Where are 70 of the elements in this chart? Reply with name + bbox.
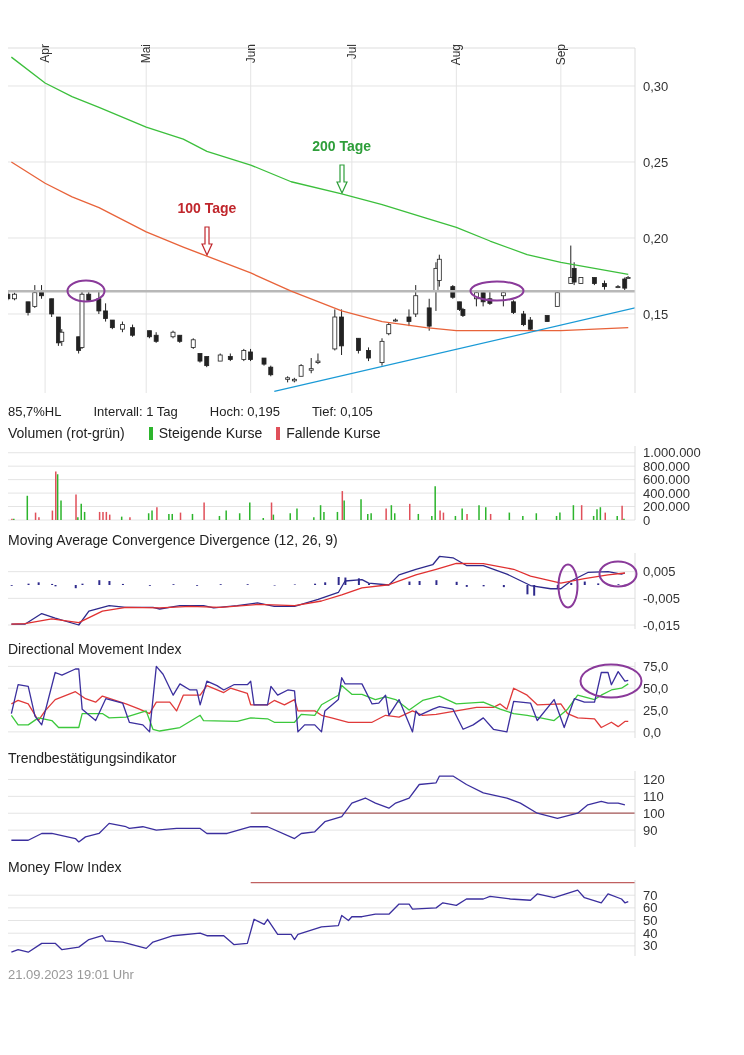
- text: 85,7%HL: [8, 404, 62, 419]
- x-tick-label: Mai: [139, 44, 154, 64]
- y-tick-label: 800.000: [643, 458, 690, 474]
- text: Hoch: 0,195: [209, 404, 280, 419]
- bar: [337, 577, 340, 585]
- text: Intervall: 1 Tag: [93, 404, 178, 419]
- candlestick: [568, 245, 574, 285]
- chart-title: Money Flow Index: [8, 858, 123, 877]
- y-tick-label: 1.000.000: [643, 445, 701, 461]
- y-tick-label: 400.000: [643, 485, 690, 501]
- y-tick-label: 120: [643, 772, 665, 788]
- y-tick-label: 25,0: [643, 702, 669, 718]
- line-series: [10, 775, 626, 843]
- bar: [502, 585, 505, 588]
- candlestick: [315, 352, 321, 365]
- bar: [98, 580, 101, 585]
- bar: [108, 581, 111, 585]
- line-series: [10, 889, 629, 953]
- y-tick-label: -0,015: [643, 617, 680, 633]
- y-tick-label: 0,0: [643, 724, 662, 740]
- candlestick: [426, 298, 432, 332]
- x-tick-label: Sep: [553, 43, 568, 66]
- y-tick-label: -0,005: [643, 590, 680, 606]
- bar: [324, 582, 327, 585]
- chart-title: Moving Average Convergence Divergence (12, 26, 9): [8, 531, 339, 550]
- line-series: [10, 665, 629, 733]
- line-series: [10, 161, 629, 332]
- bar: [526, 585, 529, 595]
- y-tick-label: 70: [643, 887, 658, 903]
- y-tick-label: 60: [643, 900, 658, 916]
- bar: [533, 585, 536, 596]
- y-tick-label: 75,0: [643, 658, 669, 674]
- y-tick-label: 0,30: [643, 78, 669, 94]
- chart-title: Directional Movement Index: [8, 640, 183, 659]
- y-tick-label: 0: [643, 512, 651, 528]
- bar: [455, 581, 458, 585]
- y-tick-label: 110: [643, 788, 664, 804]
- candlestick: [413, 284, 419, 318]
- candlestick: [379, 337, 385, 367]
- chart-title: Trendbestätigungsindikator: [8, 749, 178, 768]
- y-tick-label: 30: [643, 938, 658, 954]
- annotation: 200 Tage: [311, 137, 373, 154]
- y-tick-label: 200.000: [643, 499, 690, 515]
- y-tick-label: 100: [643, 805, 665, 821]
- bar: [570, 582, 573, 585]
- legend-label: Steigende Kurse: [157, 425, 263, 441]
- y-tick-label: 600.000: [643, 472, 690, 488]
- y-tick-label: 0,25: [643, 154, 669, 170]
- bar: [418, 581, 421, 585]
- y-tick-label: 90: [643, 822, 658, 838]
- x-tick-label: Aug: [449, 44, 464, 66]
- y-tick-label: 0,20: [643, 230, 669, 246]
- bar: [37, 582, 40, 585]
- x-tick-label: Apr: [38, 44, 53, 63]
- candlestick: [49, 298, 55, 318]
- candlestick: [406, 308, 412, 327]
- chart-title: Volumen (rot-grün): [8, 425, 125, 441]
- x-tick-label: Jun: [243, 44, 258, 64]
- y-tick-label: 0,15: [643, 306, 669, 322]
- y-tick-label: 0,005: [643, 564, 676, 580]
- legend-label: Fallende Kurse: [285, 425, 381, 441]
- bar: [435, 580, 438, 585]
- x-tick-label: Jul: [344, 44, 359, 60]
- candlestick: [96, 290, 102, 315]
- y-tick-label: 50,0: [643, 680, 669, 696]
- text: Tief: 0,105: [311, 404, 373, 419]
- annotation: 100 Tage: [176, 200, 238, 217]
- text: 21.09.2023 19:01 Uhr: [8, 967, 134, 982]
- bar: [74, 585, 77, 589]
- candlestick: [103, 302, 108, 323]
